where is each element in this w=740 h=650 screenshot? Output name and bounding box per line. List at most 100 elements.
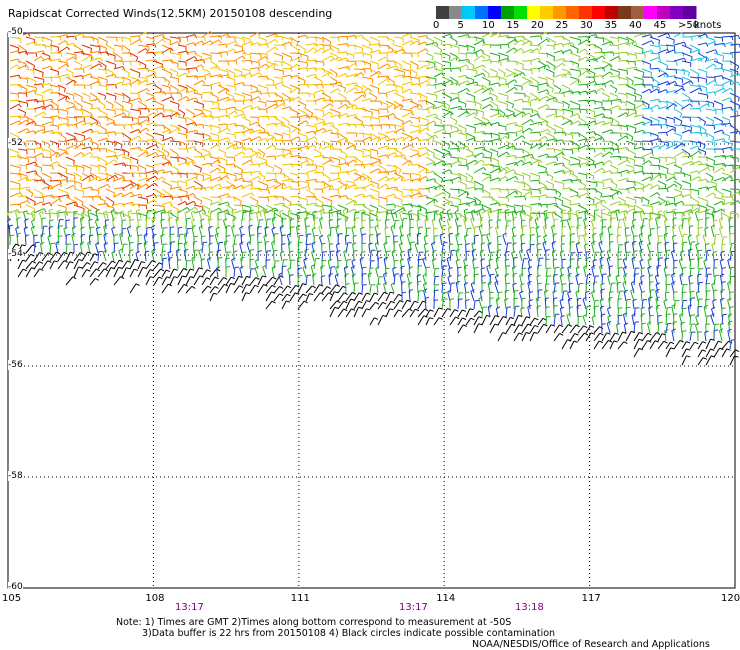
wind-barb bbox=[241, 156, 253, 161]
wind-barb bbox=[585, 257, 591, 270]
wind-barb bbox=[321, 259, 327, 270]
wind-barb bbox=[369, 204, 379, 213]
wind-barb bbox=[33, 68, 44, 77]
wind-barb bbox=[511, 265, 517, 278]
wind-barb bbox=[305, 243, 312, 254]
wind-barb bbox=[9, 64, 21, 70]
wind-barb bbox=[521, 140, 533, 150]
wind-barb bbox=[97, 183, 111, 190]
longitude-label: 117 bbox=[581, 593, 601, 604]
wind-barb bbox=[721, 41, 734, 47]
wind-barb bbox=[369, 180, 380, 189]
wind-barb bbox=[672, 313, 678, 326]
wind-barb bbox=[201, 153, 213, 158]
wind-barb bbox=[657, 164, 669, 173]
wind-barb bbox=[425, 52, 434, 61]
wind-barb bbox=[209, 292, 218, 302]
wind-barb bbox=[129, 92, 140, 98]
wind-barb bbox=[193, 186, 207, 192]
wind-barb bbox=[281, 67, 293, 73]
wind-barb bbox=[89, 268, 100, 278]
wind-barb bbox=[281, 293, 291, 302]
wind-barb bbox=[121, 219, 127, 230]
wind-barb bbox=[385, 103, 397, 110]
wind-barb bbox=[353, 217, 360, 230]
wind-barb bbox=[625, 196, 637, 205]
wind-barb bbox=[616, 234, 622, 246]
wind-barb bbox=[521, 112, 532, 118]
wind-barb bbox=[593, 36, 605, 43]
wind-barb bbox=[673, 41, 687, 47]
wind-barb bbox=[393, 116, 404, 126]
wind-barb bbox=[233, 234, 240, 246]
wind-barb bbox=[473, 273, 479, 286]
wind-barb bbox=[433, 52, 443, 59]
wind-barb bbox=[273, 232, 279, 246]
wind-barb bbox=[711, 242, 716, 254]
wind-barb bbox=[705, 273, 712, 286]
wind-barb bbox=[191, 218, 196, 230]
wind-barb bbox=[521, 127, 533, 134]
wind-barb bbox=[409, 76, 420, 83]
wind-barb bbox=[49, 58, 62, 63]
wind-barb bbox=[727, 257, 732, 270]
wind-barb bbox=[313, 83, 324, 89]
wind-barb bbox=[457, 202, 470, 207]
wind-barb bbox=[713, 84, 724, 90]
wind-barb bbox=[385, 267, 390, 278]
wind-barb bbox=[721, 236, 728, 246]
wind-barb bbox=[57, 225, 64, 238]
longitude-label: 114 bbox=[436, 593, 456, 604]
wind-barb bbox=[729, 250, 736, 262]
wind-barb bbox=[73, 204, 85, 213]
wind-barb bbox=[417, 152, 430, 158]
wind-barb bbox=[225, 204, 234, 213]
wind-barb bbox=[409, 192, 423, 198]
wind-barb bbox=[217, 137, 231, 142]
wind-barb bbox=[513, 156, 526, 162]
wind-barb bbox=[209, 100, 220, 108]
wind-barb bbox=[65, 156, 75, 165]
wind-barb bbox=[465, 68, 478, 75]
wind-barb bbox=[641, 212, 652, 218]
wind-barb bbox=[409, 52, 420, 58]
wind-barb bbox=[441, 251, 447, 262]
wind-barb bbox=[665, 144, 679, 150]
wind-barb bbox=[385, 36, 395, 46]
wind-barb bbox=[641, 340, 652, 350]
wind-barb bbox=[529, 57, 541, 62]
wind-barb bbox=[672, 217, 677, 230]
wind-barb bbox=[313, 108, 325, 115]
wind-barb bbox=[449, 204, 459, 211]
wind-barb bbox=[673, 339, 684, 350]
wind-barb bbox=[633, 307, 640, 318]
wind-barb bbox=[401, 218, 408, 230]
wind-barb bbox=[417, 258, 423, 270]
wind-barb bbox=[25, 60, 36, 70]
wind-barb bbox=[73, 74, 84, 80]
wind-barb bbox=[704, 243, 710, 254]
wind-barb bbox=[129, 164, 139, 172]
wind-barb bbox=[17, 64, 30, 70]
wind-barb bbox=[481, 156, 492, 162]
wind-barb bbox=[543, 234, 548, 246]
wind-barb bbox=[409, 188, 420, 196]
wind-barb bbox=[441, 274, 446, 286]
wind-barb bbox=[313, 127, 327, 134]
colorbar-tick-label: 0 bbox=[433, 20, 440, 31]
wind-barb bbox=[177, 36, 189, 42]
wind-barb bbox=[223, 240, 229, 254]
wind-barb bbox=[81, 174, 95, 182]
wind-barb bbox=[401, 172, 412, 179]
wind-barb bbox=[153, 262, 164, 270]
wind-barb bbox=[417, 209, 422, 222]
wind-barb bbox=[697, 68, 708, 76]
wind-barb bbox=[193, 112, 206, 118]
wind-barb bbox=[624, 241, 630, 254]
wind-barb bbox=[305, 124, 318, 131]
wind-barb bbox=[521, 180, 531, 191]
wind-barb bbox=[648, 281, 654, 294]
wind-barb bbox=[263, 208, 268, 222]
wind-barb bbox=[57, 40, 69, 46]
wind-barb bbox=[569, 52, 581, 61]
